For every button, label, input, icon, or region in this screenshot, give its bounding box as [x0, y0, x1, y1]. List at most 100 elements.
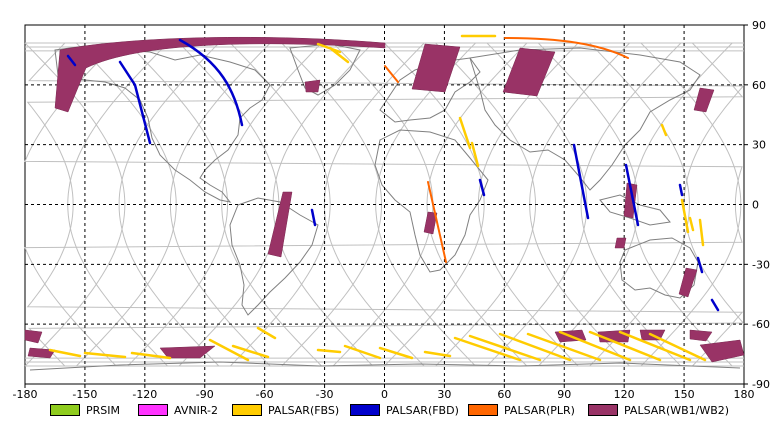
wb-swath-antarctic-1: [24, 329, 43, 344]
legend-item-fbd: PALSAR(FBD): [350, 402, 459, 418]
plr-swath-africa: [427, 181, 447, 263]
x-tick-label: 30: [437, 388, 451, 401]
fbs-swath-africa: [470, 141, 480, 168]
wb-swath-brazil: [267, 191, 293, 258]
fbs-swath-antarctic-13: [498, 332, 572, 362]
x-axis-ticks: -180 -150 -120 -90 -60 -30 0 30 60 90 120 150 180: [13, 384, 755, 401]
x-tick-label: 0: [381, 388, 388, 401]
wb-swath-antarctic-3: [159, 345, 216, 359]
legend-label-wb: PALSAR(WB1/WB2): [624, 403, 730, 417]
y-tick-label: 90: [752, 19, 766, 32]
legend-label-plr: PALSAR(PLR): [504, 403, 575, 417]
orbit-track: [383, 42, 485, 367]
plr-swath-scandinavia: [384, 65, 399, 83]
fbs-swath-antarctic-18: [648, 332, 707, 362]
orbit-track: [229, 42, 331, 367]
y-tick-label: 0: [752, 199, 759, 212]
australia-coast: [619, 237, 699, 299]
orbit-track: [477, 42, 579, 367]
x-tick-label: 150: [674, 388, 695, 401]
fbs-swath-antarctic-9: [378, 346, 414, 360]
orbit-track: [486, 42, 588, 367]
x-tick-label: 90: [557, 388, 571, 401]
legend-label-prsim: PRSIM: [86, 403, 120, 417]
legend-item-fbs: PALSAR(FBS): [232, 402, 339, 418]
legend-item-plr: PALSAR(PLR): [468, 402, 575, 418]
fbs-swaths: [48, 34, 707, 362]
wb-swath-indonesia: [614, 237, 627, 249]
fbs-swath-antarctic-12: [468, 334, 542, 362]
wb-swath-australia: [678, 267, 698, 298]
wb-swath-siberia: [502, 47, 556, 97]
south-america-coast: [229, 197, 319, 316]
wb-swath-antarctic-2: [27, 347, 56, 359]
legend-label-fbs: PALSAR(FBS): [268, 403, 340, 417]
fbd-swath-india: [572, 143, 590, 220]
legend-label-fbd: PALSAR(FBD): [386, 403, 459, 417]
fbs-swath-antarctic-11: [453, 336, 522, 362]
legend-label-avnir2: AVNIR-2: [174, 403, 218, 417]
x-tick-label: -150: [72, 388, 97, 401]
fbd-swath-alaska-2: [178, 38, 244, 127]
legend-swatch-fbs: [232, 404, 262, 416]
fbs-swath-south-pacific: [698, 218, 705, 247]
legend-swatch-plr: [468, 404, 498, 416]
x-tick-label: -30: [316, 388, 334, 401]
y-tick-label: -90: [752, 378, 770, 391]
fbs-swath-antarctic-2: [83, 351, 127, 359]
legend-swatch-wb: [588, 404, 618, 416]
orbit-track: [323, 42, 425, 367]
fbs-swath-antarctic-6: [256, 326, 277, 340]
orbit-track: [580, 42, 682, 367]
wb-swath-pacific-north: [693, 87, 715, 113]
fbd-swath-southeast-asia: [624, 163, 640, 227]
fbs-swath-greenland: [316, 42, 350, 64]
x-tick-label: 120: [614, 388, 635, 401]
fbd-swaths: [66, 38, 720, 312]
y-tick-label: 30: [752, 139, 766, 152]
fbs-swath-antarctic-5: [231, 344, 270, 359]
orbit-track: [589, 42, 691, 367]
y-axis-ticks: 90 60 30 0 -30 -60 -90: [744, 19, 770, 391]
legend-swatch-fbd: [350, 404, 380, 416]
plr-swaths: [384, 37, 629, 263]
fbs-swath-antarctic-16: [588, 330, 662, 362]
orbit-track: [118, 42, 220, 367]
x-tick-label: -60: [256, 388, 274, 401]
x-tick-label: -90: [196, 388, 214, 401]
antarctica-coast: [29, 361, 741, 371]
fbs-swath-indonesia: [680, 198, 695, 234]
fbd-swath-africa: [478, 178, 486, 197]
fbs-swath-europe: [458, 116, 472, 150]
x-tick-label: -120: [132, 388, 157, 401]
fbs-swath-antarctic-17: [618, 330, 692, 362]
fbd-swath-australia: [696, 256, 704, 274]
fbs-swath-antarctic-1: [48, 348, 82, 358]
fbs-swath-antarctic-7: [316, 348, 342, 354]
legend-item-avnir2: AVNIR-2: [138, 402, 218, 418]
orbit-track: [127, 42, 229, 367]
wb-swath-antarctic-8: [699, 339, 745, 363]
africa-coast: [374, 129, 489, 273]
fbs-swath-antarctic-10: [423, 350, 452, 358]
legend-swatch-prsim: [50, 404, 80, 416]
y-tick-label: -60: [752, 318, 770, 331]
fbd-swath-alaska-3: [66, 54, 77, 67]
wb-swath-north-atlantic: [411, 43, 461, 93]
wb-swath-alaska-arc: [54, 36, 386, 113]
fbs-swath-antarctic-3: [130, 351, 172, 360]
fbs-swath-antarctic-14: [526, 332, 602, 362]
x-tick-label: -180: [13, 388, 38, 401]
fbs-swath-antarctic-8: [343, 344, 382, 360]
fbs-swath-antarctic-15: [558, 330, 632, 362]
x-tick-label: 180: [734, 388, 755, 401]
plr-swath-arctic: [504, 37, 629, 59]
fbs-swath-pacific: [660, 123, 668, 137]
wb-swath-antarctic-7: [689, 329, 713, 342]
wb-swath-canada: [304, 79, 321, 93]
fbd-swath-brazil: [310, 208, 317, 227]
orbit-track: [24, 42, 126, 367]
fbs-swath-antarctic-4: [208, 338, 250, 362]
greenland-coast: [289, 43, 361, 96]
